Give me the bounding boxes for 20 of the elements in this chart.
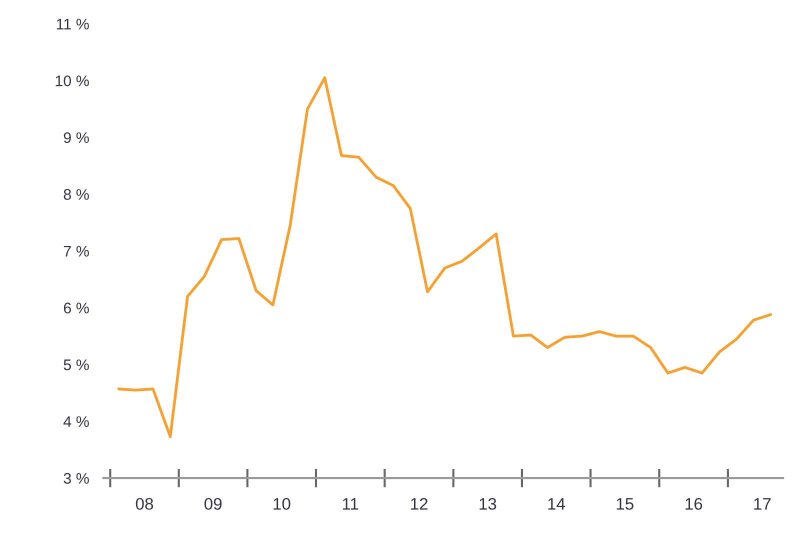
x-tick-label: 12 <box>411 498 428 510</box>
y-tick-label: 6 % <box>64 302 89 314</box>
x-tick-label: 08 <box>136 498 154 510</box>
line-series <box>117 76 772 438</box>
y-tick-label: 4 % <box>63 416 89 427</box>
x-tick-label: 15 <box>616 498 634 510</box>
y-tick-label: 11 % <box>56 18 89 30</box>
y-tick-label: 8 % <box>64 189 89 200</box>
y-tick-label: 10 % <box>56 75 89 86</box>
x-tick-label: 09 <box>204 498 222 510</box>
x-tick-label: 16 <box>686 498 702 510</box>
y-tick-label: 7 % <box>64 246 89 257</box>
y-tick-label: 3 % <box>64 472 89 484</box>
x-tick-label: 13 <box>480 498 496 510</box>
y-tick-label: 5 % <box>64 359 89 370</box>
y-tick-label: 9 % <box>64 132 89 144</box>
x-tick-label: 11 <box>342 498 358 510</box>
x-tick-label: 14 <box>548 498 566 510</box>
x-tick-label: 10 <box>274 498 290 510</box>
x-tick-label: 17 <box>754 498 771 510</box>
